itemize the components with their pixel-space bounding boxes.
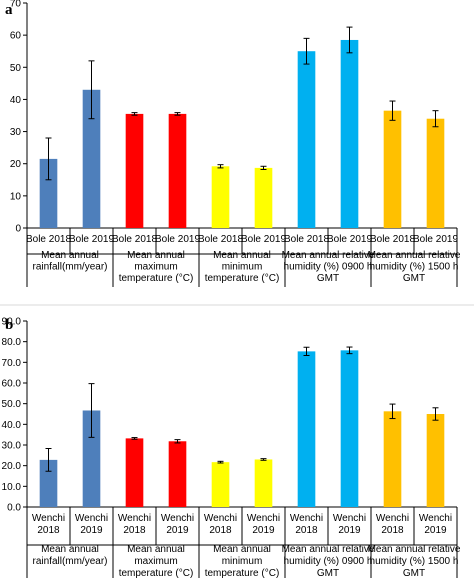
x-group-label: Mean annual minimum temperature (°C) [205,250,280,284]
y-tick-label: 30 [10,127,22,138]
x-group-label: Mean annual minimum temperature (°C) [205,544,280,578]
y-tick-label: 20 [10,159,22,170]
x-category-label: Wenchi 2018 [204,513,237,536]
x-category-label: Wenchi 2019 [247,513,280,536]
bar [125,113,144,228]
chart-panel-b: b 0.0 10.0 20.0 30.0 40.0 50.0 60.0 70.0 80.0 90.0… [2,317,461,578]
bar [426,414,445,507]
bar [168,113,187,228]
y-tick-label: 50 [10,63,22,74]
bar [383,411,402,507]
x-category-label: Wenchi 2019 [161,513,194,536]
y-tick-label: 80.0 [2,337,22,348]
y-tick-label: 90.0 [2,317,22,328]
x-category-label: Bole 2018 [198,234,243,245]
x-category-label: Wenchi 2018 [118,513,151,536]
panel-label: b [5,317,13,333]
bar [39,459,58,507]
x-category-label: Bole 2019 [69,234,114,245]
bar [297,51,316,228]
y-tick-label: 40.0 [2,420,22,431]
bar [125,438,144,507]
y-tick-label: 0 [15,224,21,235]
y-tick-label: 60.0 [2,379,22,390]
bar [340,39,359,228]
x-category-label: Bole 2019 [155,234,200,245]
bar [211,462,230,507]
y-tick-label: 70 [10,0,22,10]
x-category-label: Wenchi 2018 [376,513,409,536]
x-category-label: Bole 2018 [26,234,71,245]
x-group-label: Mean annual maximum temperature (°C) [119,544,194,578]
y-tick-label: 0.0 [7,503,21,514]
y-tick-label: 40 [10,95,22,106]
x-category-label: Wenchi 2018 [290,513,323,536]
bar [254,167,273,228]
x-group-label: Mean annual rainfall(mm/year) [32,544,107,567]
bar [383,110,402,228]
y-tick-label: 10 [10,191,22,202]
bar [254,459,273,507]
x-group-label: Mean annual rainfall(mm/year) [32,250,107,273]
y-tick-label: 10.0 [2,482,22,493]
y-tick-label: 20.0 [2,461,22,472]
bar [82,89,101,229]
x-category-label: Wenchi 2019 [333,513,366,536]
x-category-label: Bole 2018 [112,234,157,245]
y-tick-label: 30.0 [2,441,22,452]
bar [340,350,359,507]
x-category-label: Bole 2018 [284,234,329,245]
bar [39,158,58,228]
x-category-label: Wenchi 2018 [32,513,65,536]
bar [82,410,101,507]
bar [211,166,230,228]
x-group-label: Mean annual maximum temperature (°C) [119,250,194,284]
bar [168,441,187,507]
x-category-label: Bole 2019 [327,234,372,245]
panel-label: a [5,2,13,18]
bar [297,351,316,507]
x-category-label: Bole 2019 [413,234,458,245]
x-category-label: Bole 2018 [370,234,415,245]
y-tick-label: 50.0 [2,399,22,410]
x-category-label: Wenchi 2019 [75,513,108,536]
x-category-label: Wenchi 2019 [419,513,452,536]
x-category-label: Bole 2019 [241,234,286,245]
y-tick-label: 70.0 [2,358,22,369]
y-tick-label: 60 [10,31,22,42]
bar [426,118,445,228]
